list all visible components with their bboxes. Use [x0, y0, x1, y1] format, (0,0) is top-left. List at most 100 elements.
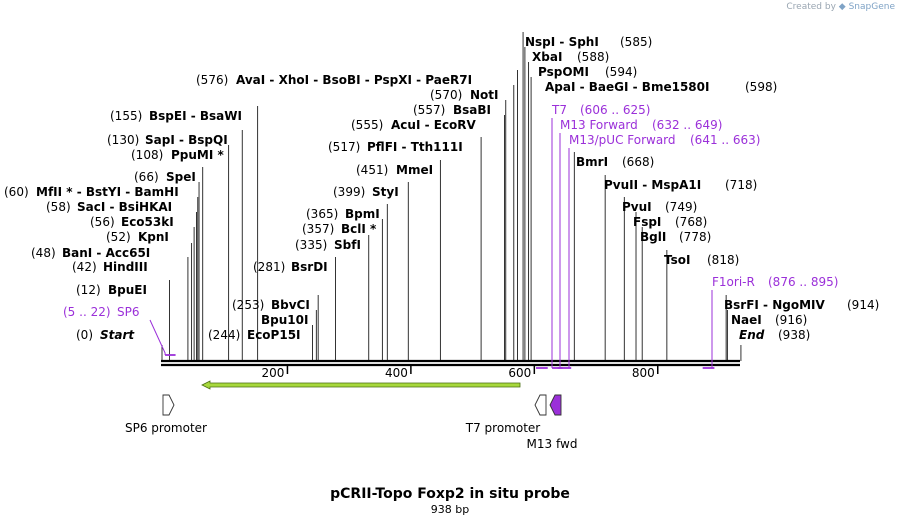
primer-name: SP6: [117, 305, 140, 319]
restriction-site-label: SbfI: [334, 238, 361, 252]
site-position: (557): [413, 103, 445, 117]
site-position: (357): [302, 222, 334, 236]
restriction-site-label: XbaI: [532, 50, 562, 64]
restriction-site-label: BpuEI: [108, 283, 147, 297]
site-position: (335): [295, 238, 327, 252]
site-position: (517): [328, 140, 360, 154]
primer-range: (641 .. 663): [690, 133, 760, 147]
primer-range: (5 .. 22): [63, 305, 111, 319]
primer-annotations: (5 .. 22) SP6 T7 (606 .. 625)M13 Forward (63…: [63, 103, 838, 369]
restriction-site-label: BsaBI: [453, 103, 491, 117]
credit-brand: SnapGene: [848, 2, 895, 12]
restriction-site-label: Eco53kI: [121, 215, 174, 229]
restriction-site-label: BanI - Acc65I: [62, 246, 150, 260]
restriction-site-label: NotI: [470, 88, 499, 102]
snapgene-logo: ◆: [838, 2, 846, 12]
site-position: (42): [72, 260, 97, 274]
restriction-site-label: BglI: [640, 230, 666, 244]
site-position: (555): [351, 118, 383, 132]
site-position: (12): [76, 283, 101, 297]
ruler-tick-label: 200: [262, 366, 285, 380]
restriction-site-label: TsoI: [664, 253, 690, 267]
feature-annotations: SP6 promoter T7 promoter M13 fwd: [125, 394, 578, 451]
site-position: (48): [31, 246, 56, 260]
map-length: 938 bp: [431, 503, 469, 516]
site-position: (818): [707, 253, 739, 267]
site-position: (0): [76, 328, 93, 342]
bp-ruler: 200 400 600 800: [262, 366, 659, 380]
site-leader-lines: [161, 32, 742, 361]
restriction-site-label: EcoP15I: [247, 328, 301, 342]
restriction-site-label: Bpu10I: [261, 313, 308, 327]
site-position: (594): [605, 65, 637, 79]
site-position: (914): [847, 298, 879, 312]
site-position: (60): [4, 185, 29, 199]
restriction-site-label: Start: [100, 328, 135, 342]
restriction-site-label: PvuII - MspA1I: [604, 178, 701, 192]
site-position: (365): [306, 207, 338, 221]
site-position: (130): [107, 133, 139, 147]
site-position: (916): [775, 313, 807, 327]
site-position: (668): [622, 155, 654, 169]
restriction-site-label: BbvCI: [271, 298, 310, 312]
primer-name: M13/pUC Forward: [569, 133, 676, 147]
site-position: (281): [253, 260, 285, 274]
restriction-site-label: AvaI - XhoI - BsoBI - PspXI - PaeR7I: [236, 73, 472, 87]
site-position: (598): [745, 80, 777, 94]
site-position: (588): [577, 50, 609, 64]
site-position: (778): [679, 230, 711, 244]
primer-leader-line: [149, 319, 166, 355]
restriction-site-label: SapI - BspQI: [145, 133, 228, 147]
feature-label: M13 fwd: [527, 437, 578, 451]
site-position: (244): [208, 328, 240, 342]
restriction-site-label: ApaI - BaeGI - Bme1580I: [545, 80, 709, 94]
snapgene-credit: Created by ◆ SnapGene: [786, 2, 895, 12]
site-position: (585): [620, 35, 652, 49]
ruler-tick-label: 800: [632, 366, 655, 380]
ruler-tick-label: 400: [385, 366, 408, 380]
map-title: pCRII-Topo Foxp2 in situ probe: [330, 486, 570, 502]
restriction-site-label: FspI: [633, 215, 661, 229]
site-position: (56): [90, 215, 115, 229]
restriction-site-label: BsrFI - NgoMIV: [724, 298, 825, 312]
restriction-site-label: BspEI - BsaWI: [149, 109, 242, 123]
dna-backbone: [161, 359, 740, 367]
site-position: (576): [196, 73, 228, 87]
restriction-site-label: End: [739, 328, 765, 342]
restriction-site-label: SacI - BsiHKAI: [77, 200, 172, 214]
restriction-site-label: PvuI: [622, 200, 652, 214]
insert-arrow: [201, 380, 521, 390]
site-position: (718): [725, 178, 757, 192]
restriction-site-label: BsrDI: [291, 260, 328, 274]
primer-name: M13 Forward: [560, 118, 638, 132]
site-position: (66): [134, 170, 159, 184]
restriction-site-label: KpnI: [138, 230, 169, 244]
restriction-site-label: NspI - SphI: [525, 35, 599, 49]
restriction-site-label: PflFI - Tth111I: [367, 140, 463, 154]
insert-arrow-shape: [201, 380, 521, 390]
credit-prefix: Created by: [786, 2, 836, 12]
restriction-site-label: PpuMI *: [171, 148, 225, 162]
site-position: (155): [110, 109, 142, 123]
site-position: (253): [232, 298, 264, 312]
restriction-site-label: StyI: [372, 185, 399, 199]
primer-range: (876 .. 895): [768, 275, 838, 289]
restriction-site-label: MfII * - BstYI - BamHI: [36, 185, 179, 199]
site-position: (52): [106, 230, 131, 244]
site-position: (451): [356, 163, 388, 177]
feature-label: SP6 promoter: [125, 421, 207, 435]
restriction-site-label: BmrI: [576, 155, 608, 169]
primer-name: F1ori-R: [712, 275, 755, 289]
site-position: (108): [131, 148, 163, 162]
site-position: (399): [333, 185, 365, 199]
restriction-site-label: SpeI: [166, 170, 196, 184]
site-position: (938): [778, 328, 810, 342]
restriction-site-label: NaeI: [731, 313, 762, 327]
site-position: (749): [665, 200, 697, 214]
primer-range: (606 .. 625): [580, 103, 650, 117]
primer-range: (632 .. 649): [652, 118, 722, 132]
ruler-tick-label: 600: [508, 366, 531, 380]
restriction-site-labels: (0) Start (12) BpuEI (42) HindIII (48) BanI - A…: [4, 35, 879, 342]
site-position: (768): [675, 215, 707, 229]
